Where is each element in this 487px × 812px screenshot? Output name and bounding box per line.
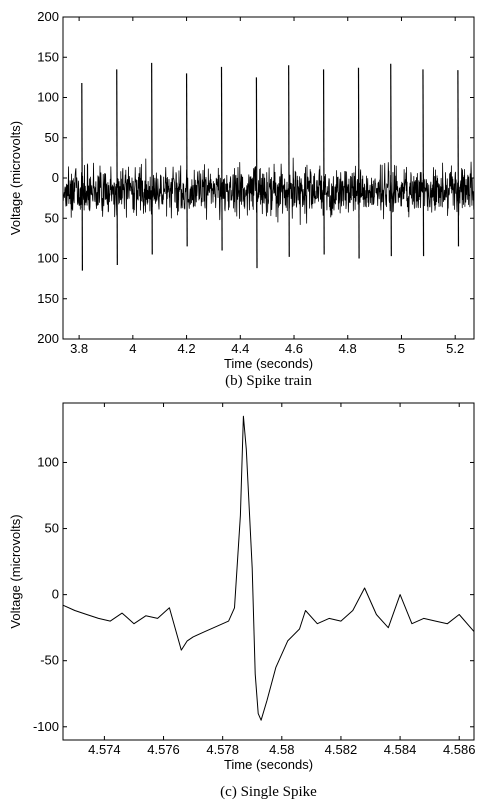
x-tick-label: 4.576 <box>147 742 180 757</box>
y-tick-label: 100 <box>37 251 59 266</box>
x-tick-label: 5.2 <box>446 341 464 356</box>
spike-mark <box>185 73 188 247</box>
single-spike-ticks: 4.574 4.576 4.578 4.58 4.582 4.584 4.586 100 50 0… <box>33 403 476 757</box>
spike-mark <box>457 70 460 247</box>
spike-train-x-axis-label: Time (seconds) <box>224 356 313 371</box>
single-spike-plot-frame <box>62 402 475 741</box>
y-tick-label: 0 <box>52 170 59 185</box>
spike-mark <box>357 67 360 259</box>
x-tick-label: 4.582 <box>325 742 358 757</box>
spike-mark <box>116 69 118 265</box>
y-tick-label: 100 <box>37 90 59 105</box>
x-tick-label: 4.58 <box>269 742 294 757</box>
spike-train-chart: 3.8 4 4.2 4.4 4.6 4.8 5 5.2 200 150 100 50 0 50 100 150… <box>8 9 475 389</box>
y-tick-label: 100 <box>37 454 59 469</box>
y-tick-label: 0 <box>52 587 59 602</box>
y-tick-label: -100 <box>33 719 59 734</box>
y-tick-label: -50 <box>40 653 59 668</box>
x-tick-label: 4.586 <box>443 742 476 757</box>
y-tick-label: 150 <box>37 49 59 64</box>
single-spike-x-axis-label: Time (seconds) <box>224 757 313 772</box>
y-tick-label: 150 <box>37 291 59 306</box>
spike-train-caption: (b) Spike train <box>225 373 312 389</box>
y-tick-label: 50 <box>45 210 59 225</box>
spike-mark <box>81 83 84 271</box>
spike-train-y-axis-label: Voltage (microvolts) <box>8 121 23 235</box>
x-tick-label: 4.6 <box>285 341 303 356</box>
y-tick-label: 200 <box>37 331 59 346</box>
x-tick-label: 4.574 <box>88 742 121 757</box>
y-tick-label: 50 <box>45 130 59 145</box>
y-tick-label: 200 <box>37 9 59 24</box>
spike-train-trace <box>62 157 475 226</box>
spike-mark <box>255 77 258 269</box>
single-spike-chart: 4.574 4.576 4.578 4.58 4.582 4.584 4.586 100 50 0… <box>8 402 476 800</box>
x-tick-label: 3.8 <box>70 341 88 356</box>
spike-mark <box>322 69 325 255</box>
spike-mark <box>422 69 425 257</box>
single-spike-y-axis-label: Voltage (microvolts) <box>8 514 23 628</box>
x-tick-label: 4.2 <box>178 341 196 356</box>
x-tick-label: 4.4 <box>231 341 249 356</box>
x-tick-label: 4.8 <box>339 341 357 356</box>
spike-mark <box>151 62 153 255</box>
x-tick-label: 4 <box>129 341 136 356</box>
single-spike-trace <box>62 415 475 721</box>
spike-mark <box>390 63 392 257</box>
single-spike-caption: (c) Single Spike <box>220 784 317 800</box>
spike-train-ticks: 3.8 4 4.2 4.4 4.6 4.8 5 5.2 200 150 100 50 0 50 100 150… <box>37 9 474 356</box>
spike-mark <box>220 66 223 251</box>
spike-train-plot-frame <box>62 16 475 340</box>
x-tick-label: 4.584 <box>384 742 417 757</box>
x-tick-label: 4.578 <box>206 742 239 757</box>
x-tick-label: 5 <box>398 341 405 356</box>
y-tick-label: 50 <box>45 521 59 536</box>
spike-mark <box>288 65 290 257</box>
